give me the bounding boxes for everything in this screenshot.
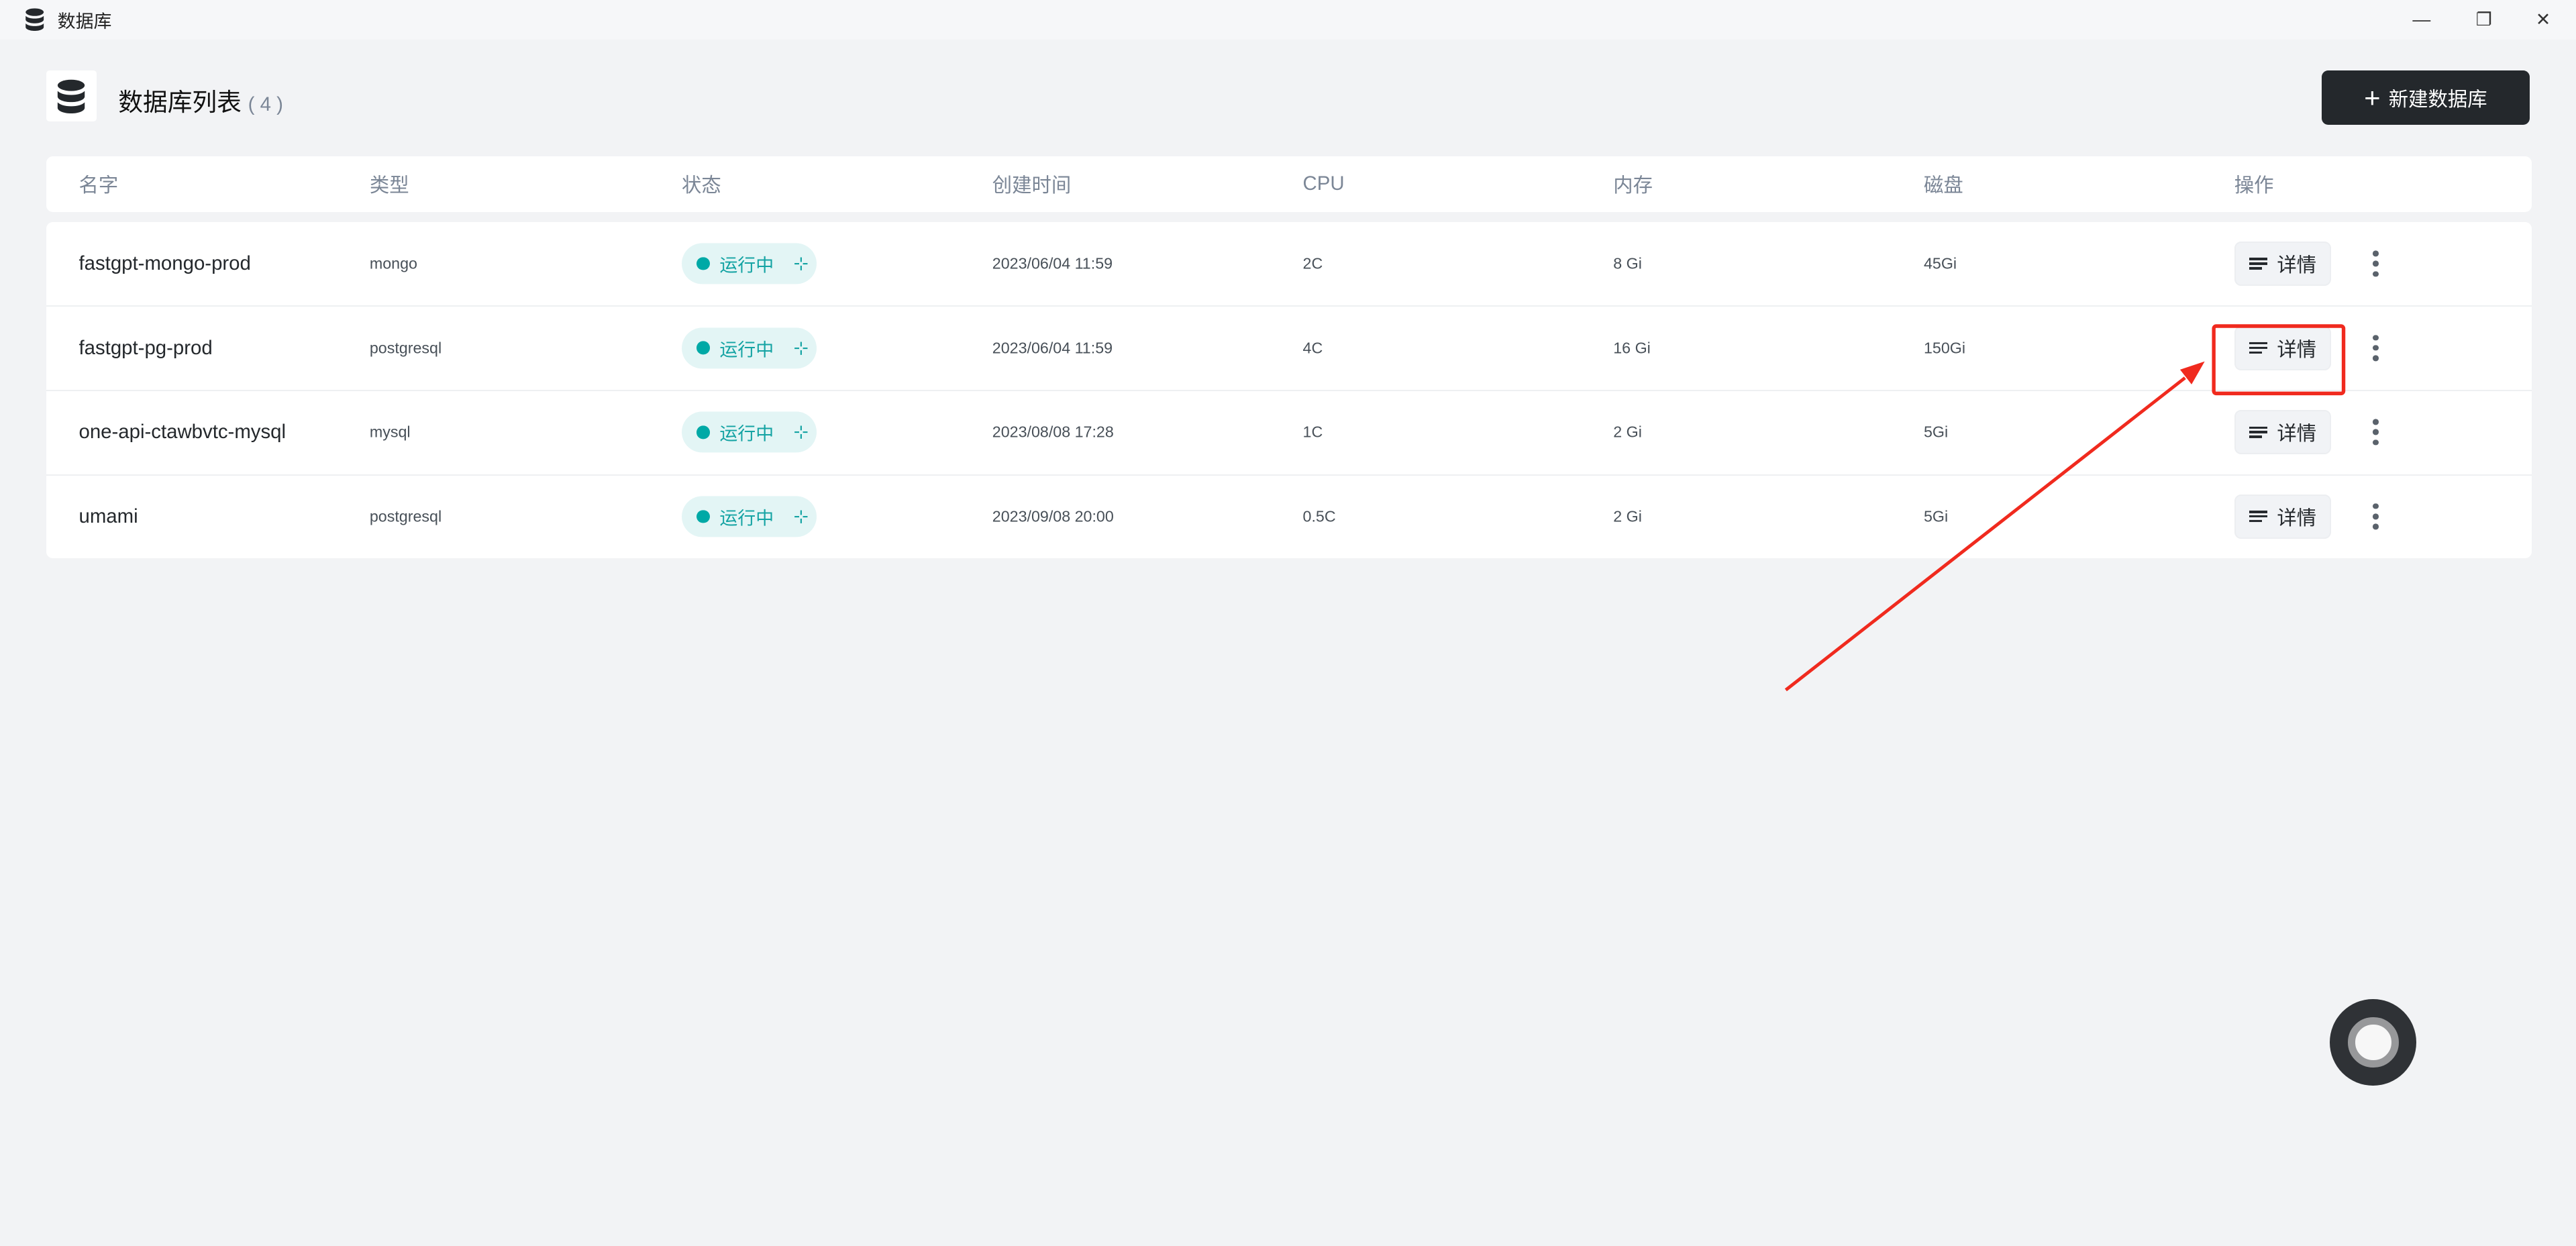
plus-icon: + (2364, 81, 2381, 113)
status-badge: 运行中 ⊹ (682, 243, 817, 284)
table-row: fastgpt-mongo-prod mongo 运行中 ⊹ 2023/06/04… (46, 222, 2532, 307)
list-icon (2249, 426, 2267, 438)
db-type: postgresql (369, 339, 442, 357)
list-icon (2249, 342, 2267, 354)
detail-button[interactable]: 详情 (2234, 241, 2332, 286)
page-title: 数据库列表 ( 4 ) (118, 82, 283, 118)
floating-assistant-button[interactable] (2329, 998, 2417, 1086)
sparkle-icon: ⊹ (793, 253, 809, 274)
disk-value: 5Gi (1923, 423, 1949, 441)
database-icon (25, 8, 44, 32)
status-dot-icon (697, 341, 710, 355)
created-time: 2023/09/08 20:00 (992, 507, 1114, 525)
created-time: 2023/06/04 11:59 (992, 254, 1113, 272)
memory-value: 16 Gi (1613, 339, 1651, 357)
ring-icon (2347, 1017, 2399, 1068)
table-row: one-api-ctawbvtc-mysql mysql 运行中 ⊹ 2023/0… (46, 391, 2532, 476)
page-header: 数据库列表 ( 4 ) + 新建数据库 (46, 70, 2530, 125)
new-database-label: 新建数据库 (2388, 88, 2487, 111)
database-logo (46, 70, 97, 122)
more-options-icon[interactable] (2367, 334, 2383, 362)
more-options-icon[interactable] (2367, 250, 2383, 277)
column-cpu: CPU (1302, 172, 1345, 195)
detail-button[interactable]: 详情 (2234, 410, 2332, 455)
disk-value: 150Gi (1923, 339, 1966, 357)
disk-value: 45Gi (1923, 254, 1957, 272)
minimize-button[interactable]: — (2412, 9, 2431, 30)
db-name[interactable]: fastgpt-mongo-prod (79, 252, 251, 274)
database-icon (58, 79, 85, 113)
cpu-value: 2C (1302, 254, 1323, 272)
detail-label: 详情 (2277, 423, 2317, 446)
list-icon (2249, 511, 2267, 523)
status-text: 运行中 (719, 340, 774, 360)
status-text: 运行中 (719, 255, 774, 276)
column-actions: 操作 (2234, 174, 2274, 197)
sparkle-icon: ⊹ (793, 338, 809, 358)
restore-button[interactable]: ❐ (2475, 9, 2492, 30)
created-time: 2023/08/08 17:28 (992, 423, 1114, 441)
column-name: 名字 (79, 174, 119, 197)
status-badge: 运行中 ⊹ (682, 496, 817, 537)
memory-value: 8 Gi (1613, 254, 1642, 272)
sparkle-icon: ⊹ (793, 421, 809, 442)
status-badge: 运行中 ⊹ (682, 411, 817, 453)
list-icon (2249, 258, 2267, 270)
created-time: 2023/06/04 11:59 (992, 339, 1113, 357)
detail-button[interactable]: 详情 (2234, 325, 2332, 370)
database-table: fastgpt-mongo-prod mongo 运行中 ⊹ 2023/06/04… (46, 221, 2532, 559)
column-disk: 磁盘 (1923, 174, 1963, 197)
status-text: 运行中 (719, 508, 774, 529)
status-badge: 运行中 ⊹ (682, 327, 817, 369)
column-memory: 内存 (1613, 174, 1653, 197)
disk-value: 5Gi (1923, 507, 1949, 525)
more-options-icon[interactable] (2367, 503, 2383, 530)
status-dot-icon (697, 509, 710, 523)
column-type: 类型 (369, 174, 409, 197)
detail-label: 详情 (2277, 507, 2317, 529)
table-row: fastgpt-pg-prod postgresql 运行中 ⊹ 2023/06/… (46, 306, 2532, 391)
column-status: 状态 (682, 174, 721, 197)
new-database-button[interactable]: + 新建数据库 (2321, 70, 2530, 125)
db-name[interactable]: umami (79, 505, 138, 527)
db-name[interactable]: one-api-ctawbvtc-mysql (79, 421, 287, 444)
page-title-text: 数据库列表 (118, 89, 242, 117)
status-dot-icon (697, 425, 710, 439)
memory-value: 2 Gi (1613, 423, 1642, 441)
db-name[interactable]: fastgpt-pg-prod (79, 336, 213, 359)
database-count: ( 4 ) (248, 93, 283, 116)
table-header: 名字 类型 状态 创建时间 CPU 内存 磁盘 操作 (46, 156, 2532, 212)
close-button[interactable]: ✕ (2535, 9, 2551, 30)
detail-label: 详情 (2277, 254, 2317, 276)
cpu-value: 0.5C (1302, 507, 1336, 525)
detail-button[interactable]: 详情 (2234, 494, 2332, 539)
status-text: 运行中 (719, 423, 774, 444)
db-type: mongo (369, 254, 417, 272)
title-bar: 数据库 — ❐ ✕ (0, 0, 2576, 40)
memory-value: 2 Gi (1613, 507, 1642, 525)
status-dot-icon (697, 257, 710, 270)
cpu-value: 4C (1302, 339, 1323, 357)
sparkle-icon: ⊹ (793, 506, 809, 527)
db-type: mysql (369, 423, 411, 441)
db-type: postgresql (369, 507, 442, 525)
window-title: 数据库 (57, 11, 112, 32)
detail-label: 详情 (2277, 338, 2317, 361)
cpu-value: 1C (1302, 423, 1323, 441)
column-created: 创建时间 (992, 174, 1072, 197)
table-row: umami postgresql 运行中 ⊹ 2023/09/08 20:00 0… (46, 474, 2532, 558)
more-options-icon[interactable] (2367, 419, 2383, 446)
